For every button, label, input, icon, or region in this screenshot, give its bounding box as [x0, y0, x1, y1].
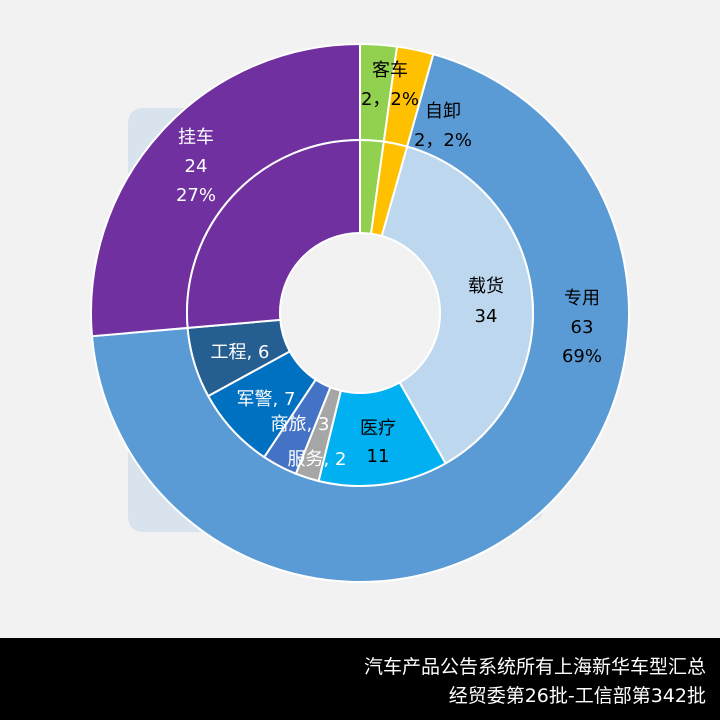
inner-slice-8: [186, 138, 361, 329]
label-gongcheng: 工程, 6: [211, 342, 270, 363]
caption-line-1: 汽车产品公告系统所有上海新华车型汇总: [363, 656, 706, 678]
label-guache-pct: 27%: [176, 185, 216, 206]
caption-line-2: 经贸委第26批-工信部第342批: [448, 685, 706, 707]
inner-slice-2: [380, 145, 535, 465]
label-zixie-value: 2，2%: [414, 130, 472, 151]
caption-bar: 汽车产品公告系统所有上海新华车型汇总 经贸委第26批-工信部第342批: [0, 638, 720, 720]
label-zhuanyong-name: 专用: [564, 288, 600, 309]
label-fuwu: 服务, 2: [288, 449, 347, 470]
label-zaihuo-value: 34: [475, 306, 498, 327]
label-zixie-name: 自卸: [425, 101, 461, 122]
label-shanglv: 商旅, 3: [271, 414, 330, 435]
inner-ring: [186, 138, 535, 487]
label-kecheng-value: 2，2%: [361, 89, 419, 110]
label-junjing: 军警, 7: [237, 389, 296, 410]
nested-donut-chart: 提加商用车 TruckPlus CV Studio 提加商用车 TruckPlu…: [90, 42, 630, 583]
label-yiliao-value: 11: [367, 446, 390, 467]
label-zhuanyong-pct: 69%: [562, 346, 602, 367]
label-guache-value: 24: [185, 156, 208, 177]
label-guache-name: 挂车: [178, 127, 214, 148]
label-zaihuo-name: 载货: [468, 276, 504, 297]
label-zhuanyong-value: 63: [571, 317, 594, 338]
label-kecheng-name: 客车: [372, 60, 408, 81]
label-yiliao-name: 医疗: [360, 418, 396, 439]
outer-ring: [90, 42, 630, 583]
